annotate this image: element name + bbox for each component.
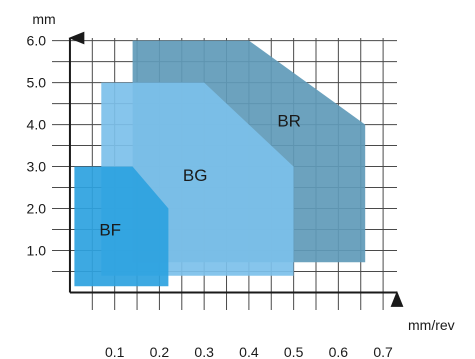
region-label-bg: BG bbox=[183, 166, 208, 185]
y-tick-label: 6.0 bbox=[27, 33, 47, 49]
y-tick-label: 3.0 bbox=[27, 159, 47, 175]
region-label-br: BR bbox=[277, 111, 301, 130]
y-axis-label: mm bbox=[32, 11, 55, 27]
x-tick-label: 0.2 bbox=[150, 344, 170, 359]
y-tick-label: 2.0 bbox=[27, 201, 47, 217]
x-axis-label: mm/rev bbox=[408, 317, 455, 333]
region-label-bf: BF bbox=[99, 221, 121, 240]
x-tick-label: 0.6 bbox=[329, 344, 349, 359]
region-bf bbox=[74, 166, 169, 287]
x-tick-label: 0.3 bbox=[194, 344, 214, 359]
x-tick-label: 0.5 bbox=[284, 344, 304, 359]
y-tick-label: 4.0 bbox=[27, 117, 47, 133]
y-tick-label: 1.0 bbox=[27, 243, 47, 259]
axes bbox=[68, 31, 404, 307]
labels: 0.1 0.2 0.3 0.4 0.5 0.6 0.7 1.0 2.0 3.0 4.0 5.0 6.0 m… bbox=[27, 11, 455, 359]
x-tick-label: 0.7 bbox=[373, 344, 393, 359]
x-tick-label: 0.4 bbox=[239, 344, 259, 359]
regions bbox=[74, 40, 366, 287]
x-tick-label: 0.1 bbox=[105, 344, 125, 359]
y-tick-label: 5.0 bbox=[27, 75, 47, 91]
